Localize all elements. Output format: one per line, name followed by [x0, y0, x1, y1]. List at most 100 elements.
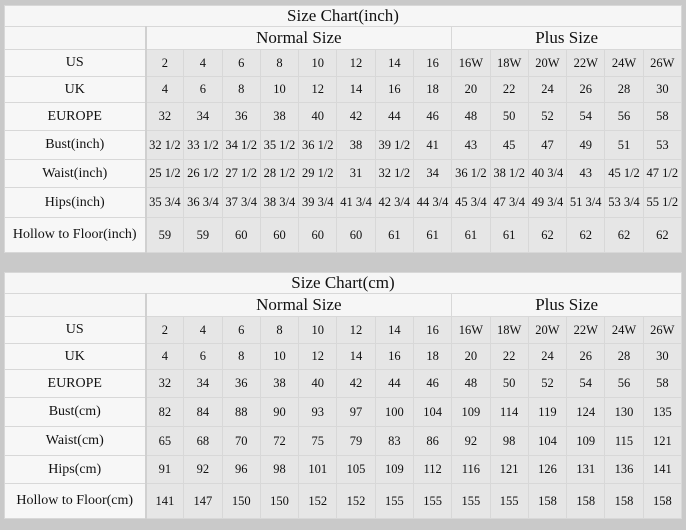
size-value-cell: 36 — [221, 102, 261, 131]
size-value-cell: 93 — [298, 397, 338, 427]
size-value-cell: 18 — [412, 343, 453, 370]
size-value-cell: 56 — [604, 369, 644, 398]
size-value-cell: 83 — [374, 426, 414, 456]
chart-title: Size Chart(cm) — [4, 272, 682, 294]
size-value-cell: 46 — [412, 102, 453, 131]
size-value-cell: 36 1/2 — [298, 130, 338, 160]
table-row: Bust(inch) 32 1/2 33 1/2 34 1/2 35 1/2 36 1/2… — [4, 130, 683, 160]
size-value-cell: 45 1/2 — [604, 159, 644, 188]
size-value-cell: 96 — [221, 455, 261, 484]
size-value-cell: 8 — [259, 49, 300, 77]
size-value-cell: 26W — [642, 49, 683, 77]
row-label: Hips(cm) — [4, 455, 147, 484]
size-value-cell: 158 — [527, 483, 568, 519]
size-value-cell: 24W — [604, 316, 644, 344]
size-value-cell: 38 — [259, 102, 300, 131]
size-value-cell: 46 — [412, 369, 453, 398]
size-value-cell: 12 — [298, 343, 338, 370]
table-row: UK 4 6 8 10 12 14 16 18 20 22 24 26 28 30 — [4, 76, 683, 103]
size-value-cell: 150 — [259, 483, 300, 519]
size-value-cell: 20 — [451, 76, 491, 103]
size-value-cell: 45 3/4 — [451, 187, 491, 218]
table-row: US 2 4 6 8 10 12 14 16 16W 18W 20W 22W 24W 26W — [4, 316, 683, 344]
size-value-cell: 34 — [183, 102, 223, 131]
size-value-cell: 98 — [489, 426, 529, 456]
size-value-cell: 34 — [183, 369, 223, 398]
size-value-cell: 36 1/2 — [451, 159, 491, 188]
size-value-cell: 38 — [259, 369, 300, 398]
size-value-cell: 54 — [566, 369, 606, 398]
size-value-cell: 119 — [527, 397, 568, 427]
row-label: Bust(cm) — [4, 397, 147, 427]
table-row: Hips(cm) 91 92 96 98 101 105 109 112 116 121 126 131… — [4, 455, 683, 484]
group-header-normal: Normal Size — [144, 293, 453, 317]
size-value-cell: 42 3/4 — [374, 187, 414, 218]
size-value-cell: 12 — [336, 316, 376, 344]
size-value-cell: 51 — [604, 130, 644, 160]
table-row: US 2 4 6 8 10 12 14 16 16W 18W 20W 22W 24W 26W — [4, 49, 683, 77]
size-value-cell: 98 — [259, 455, 300, 484]
size-value-cell: 33 1/2 — [183, 130, 223, 160]
size-value-cell: 86 — [412, 426, 453, 456]
size-value-cell: 75 — [298, 426, 338, 456]
size-value-cell: 42 — [336, 369, 376, 398]
size-value-cell: 59 — [144, 217, 185, 253]
size-value-cell: 84 — [183, 397, 223, 427]
size-value-cell: 115 — [604, 426, 644, 456]
table-row: Waist(inch) 25 1/2 26 1/2 27 1/2 28 1/2 29 1/… — [4, 159, 683, 188]
size-value-cell: 116 — [451, 455, 491, 484]
chart-title: Size Chart(inch) — [4, 5, 682, 27]
size-value-cell: 109 — [374, 455, 414, 484]
table-row: Bust(cm) 82 84 88 90 93 97 100 104 109 114 119 124 13… — [4, 397, 683, 427]
size-value-cell: 58 — [642, 369, 683, 398]
size-value-cell: 28 — [604, 343, 644, 370]
size-value-cell: 56 — [604, 102, 644, 131]
size-value-cell: 22W — [566, 49, 606, 77]
size-value-cell: 30 — [642, 343, 683, 370]
size-value-cell: 61 — [412, 217, 453, 253]
table-row: Waist(cm) 65 68 70 72 75 79 83 86 92 98 104 109 115 12… — [4, 426, 683, 456]
size-value-cell: 61 — [374, 217, 414, 253]
group-header-plus: Plus Size — [451, 26, 682, 50]
size-value-cell: 109 — [566, 426, 606, 456]
size-value-cell: 53 3/4 — [604, 187, 644, 218]
size-value-cell: 38 3/4 — [259, 187, 300, 218]
size-value-cell: 72 — [259, 426, 300, 456]
size-value-cell: 10 — [298, 49, 338, 77]
size-value-cell: 28 1/2 — [259, 159, 300, 188]
size-table: Size Chart(cm) Normal Size Plus Size US 2 4 6 8… — [4, 272, 683, 519]
size-value-cell: 61 — [451, 217, 491, 253]
size-value-cell: 155 — [451, 483, 491, 519]
table-row: Hollow to Floor(cm) 141 147 150 150 152 152 155… — [4, 483, 683, 519]
size-value-cell: 18 — [412, 76, 453, 103]
size-value-cell: 38 1/2 — [489, 159, 529, 188]
size-value-cell: 16 — [412, 49, 453, 77]
size-value-cell: 36 — [221, 369, 261, 398]
size-value-cell: 91 — [144, 455, 185, 484]
size-value-cell: 22 — [489, 76, 529, 103]
size-value-cell: 32 — [144, 369, 185, 398]
size-value-cell: 44 — [374, 102, 414, 131]
size-value-cell: 35 3/4 — [144, 187, 185, 218]
size-value-cell: 141 — [144, 483, 185, 519]
size-value-cell: 2 — [144, 49, 185, 77]
size-value-cell: 26W — [642, 316, 683, 344]
size-value-cell: 141 — [642, 455, 683, 484]
size-value-cell: 130 — [604, 397, 644, 427]
size-value-cell: 41 3/4 — [336, 187, 376, 218]
size-value-cell: 45 — [489, 130, 529, 160]
size-value-cell: 40 — [298, 369, 338, 398]
size-value-cell: 58 — [642, 102, 683, 131]
size-value-cell: 26 1/2 — [183, 159, 223, 188]
size-value-cell: 100 — [374, 397, 414, 427]
size-value-cell: 26 — [566, 343, 606, 370]
size-value-cell: 47 — [527, 130, 568, 160]
size-value-cell: 104 — [412, 397, 453, 427]
row-label: EUROPE — [4, 102, 147, 131]
size-value-cell: 14 — [336, 76, 376, 103]
row-label: UK — [4, 343, 147, 370]
size-value-cell: 52 — [527, 102, 568, 131]
size-value-cell: 70 — [221, 426, 261, 456]
size-value-cell: 152 — [298, 483, 338, 519]
size-value-cell: 12 — [298, 76, 338, 103]
